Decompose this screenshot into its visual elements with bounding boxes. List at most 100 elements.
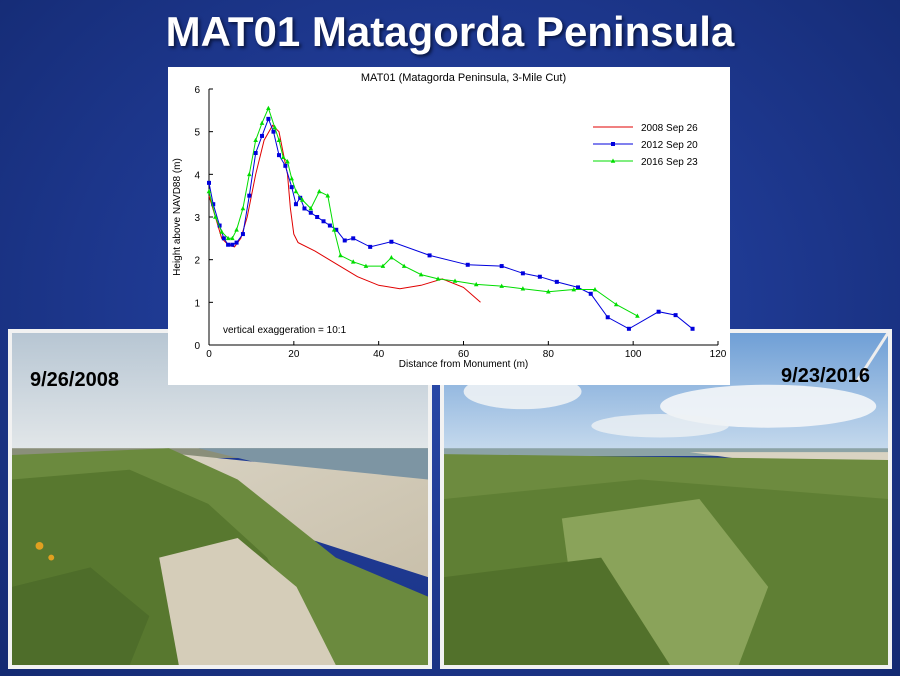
series-1-point xyxy=(427,253,432,258)
series-2-point xyxy=(289,176,295,181)
profile-chart: MAT01 (Matagorda Peninsula, 3-Mile Cut) 0… xyxy=(168,67,730,385)
y-tick-label: 0 xyxy=(194,341,200,352)
vertical-exaggeration-note: vertical exaggeration = 10:1 xyxy=(223,325,347,336)
series-2-point xyxy=(213,214,218,219)
series-1-point xyxy=(260,133,265,138)
series-2-point xyxy=(206,188,212,194)
series-1-point xyxy=(351,236,356,241)
series-2-point xyxy=(499,283,504,288)
legend-label-0: 2008 Sep 26 xyxy=(641,123,698,134)
series-1-point xyxy=(283,163,288,168)
series-2-point xyxy=(246,171,252,177)
series-2-point xyxy=(520,286,526,291)
series-1-point xyxy=(240,232,245,237)
series-1-point xyxy=(576,285,581,290)
series-1-point xyxy=(656,309,661,314)
beach-scene-2008-image xyxy=(12,333,428,665)
series-1-point xyxy=(520,271,525,276)
legend-marker-1 xyxy=(611,142,615,146)
series-2-point xyxy=(473,281,479,287)
series-1-point xyxy=(605,315,610,320)
series-1-point xyxy=(230,242,235,247)
x-tick-label: 120 xyxy=(710,349,727,360)
series-line-0 xyxy=(208,124,481,303)
series-2-point xyxy=(401,263,407,268)
series-2-point xyxy=(234,227,239,232)
series-1-point xyxy=(211,202,216,207)
x-tick-label: 40 xyxy=(373,349,385,360)
series-1-point xyxy=(368,244,373,249)
series-2-point xyxy=(363,263,369,268)
y-tick-label: 1 xyxy=(194,298,200,309)
y-tick-label: 3 xyxy=(194,213,200,224)
series-1-point xyxy=(321,219,326,224)
slide-title: MAT01 Matagorda Peninsula xyxy=(165,8,735,55)
photo-date-right: 9/23/2016 xyxy=(781,365,870,387)
series-1-point xyxy=(217,223,222,228)
series-2-point xyxy=(259,120,265,125)
series-1-point xyxy=(221,236,226,241)
series-2-point xyxy=(219,229,225,234)
y-tick-label: 2 xyxy=(194,256,200,267)
series-2-point xyxy=(613,301,619,307)
series-1-point xyxy=(247,193,252,198)
beach-photo-2008: 9/26/2008 xyxy=(8,329,432,669)
series-2-point xyxy=(230,235,235,241)
series-1-point xyxy=(308,210,313,215)
series-2-point xyxy=(276,137,282,142)
series-1-point xyxy=(389,239,394,244)
series-1-point xyxy=(554,279,559,284)
series-2-point xyxy=(592,287,598,292)
series-2-point xyxy=(285,159,290,164)
series-1-point xyxy=(226,242,231,247)
series-1-point xyxy=(315,215,320,219)
y-axis-label: Height above NAVD88 (m) xyxy=(172,158,183,276)
legend-label-2: 2016 Sep 23 xyxy=(641,157,698,168)
series-2-point xyxy=(325,193,331,198)
series-2-point xyxy=(308,205,314,211)
series-1-point xyxy=(465,262,470,267)
series-1-point xyxy=(327,223,332,228)
series-2-point xyxy=(293,188,299,194)
series-1-point xyxy=(302,206,307,211)
series-2-point xyxy=(253,137,258,142)
series-1-point xyxy=(234,240,239,245)
photo-date-left: 9/26/2008 xyxy=(30,369,119,391)
series-1-point xyxy=(588,291,593,296)
series-2-point xyxy=(635,313,640,318)
x-tick-label: 80 xyxy=(543,349,555,360)
series-1-point xyxy=(342,238,347,243)
series-2-point xyxy=(338,252,343,258)
series-1-point xyxy=(289,185,294,190)
series-1-point xyxy=(253,151,258,155)
series-1-point xyxy=(266,116,271,121)
series-2-point xyxy=(452,278,458,283)
series-2-point xyxy=(240,205,246,211)
series-1-point xyxy=(207,180,211,185)
series-2-point xyxy=(272,124,278,130)
series-1-point xyxy=(293,202,298,207)
series-2-point xyxy=(418,272,424,277)
x-axis-label: Distance from Monument (m) xyxy=(399,359,528,370)
series-1-point xyxy=(276,153,281,158)
chart-title: MAT01 (Matagorda Peninsula, 3-Mile Cut) xyxy=(361,72,566,84)
profile-chart-svg: MAT01 (Matagorda Peninsula, 3-Mile Cut) 0… xyxy=(172,72,727,370)
y-tick-label: 5 xyxy=(194,128,200,139)
x-tick-label: 60 xyxy=(458,349,470,360)
x-tick-label: 100 xyxy=(625,349,642,360)
series-2-point xyxy=(389,255,394,260)
series-2-point xyxy=(380,263,386,268)
series-1-point xyxy=(499,264,504,269)
series-2-point xyxy=(571,287,577,292)
series-1-point xyxy=(271,129,276,134)
series-2-point xyxy=(300,197,305,202)
series-2-point xyxy=(546,289,551,294)
series-1-point xyxy=(626,326,631,331)
x-tick-label: 0 xyxy=(206,349,212,360)
series-2-point xyxy=(266,105,271,110)
series-1-point xyxy=(673,313,678,318)
series-1-point xyxy=(537,274,542,279)
series-2-point xyxy=(331,227,337,232)
legend-label-1: 2012 Sep 20 xyxy=(641,140,698,151)
y-tick-label: 6 xyxy=(194,85,200,96)
